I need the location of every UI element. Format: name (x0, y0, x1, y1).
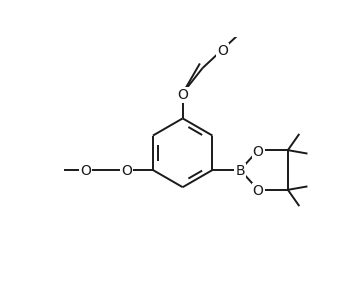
Text: O: O (217, 44, 228, 58)
Text: O: O (177, 88, 188, 102)
Text: O: O (253, 184, 264, 198)
Text: B: B (236, 165, 245, 178)
Text: O: O (253, 145, 264, 159)
Text: O: O (121, 165, 132, 178)
Text: O: O (80, 165, 91, 178)
